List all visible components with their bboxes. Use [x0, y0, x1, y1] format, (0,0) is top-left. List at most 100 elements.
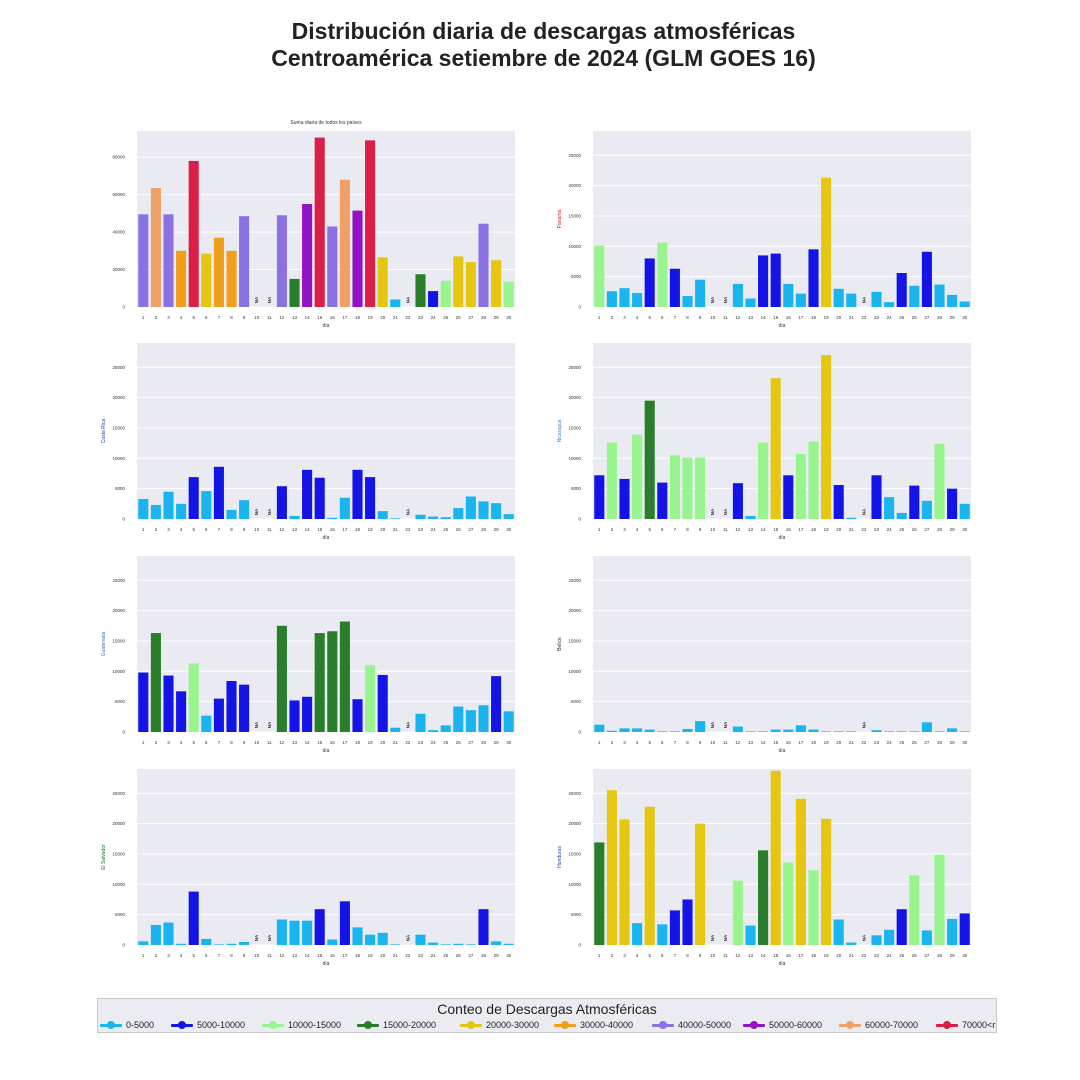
bar-day-15: [770, 253, 781, 307]
bar-day-8: [682, 899, 693, 945]
bar-day-4: [632, 923, 643, 945]
y-tick-label: 25000: [112, 791, 125, 796]
legend-item: 50000-60000: [743, 1019, 822, 1031]
x-tick-label: 1: [598, 953, 601, 958]
x-tick-label: 13: [748, 740, 754, 745]
bar-day-25: [440, 280, 451, 307]
legend-label: 0-5000: [126, 1020, 155, 1030]
na-label: NA: [861, 296, 866, 303]
na-label: NA: [254, 934, 259, 941]
bar-day-23: [415, 514, 426, 519]
x-tick-label: 24: [887, 740, 893, 745]
x-tick-label: 17: [342, 953, 348, 958]
na-label: NA: [861, 508, 866, 515]
x-tick-label: 9: [699, 315, 702, 320]
y-tick-label: 10000: [568, 669, 581, 674]
x-tick-label: 22: [861, 315, 867, 320]
y-axis-label: Nicaragua: [557, 419, 563, 442]
bar-day-23: [871, 730, 882, 732]
bar-day-8: [682, 728, 693, 732]
bar-day-27: [465, 944, 476, 945]
y-tick-label: 5000: [571, 274, 582, 279]
x-tick-label: 24: [887, 315, 893, 320]
x-tick-label: 10: [254, 315, 260, 320]
x-tick-label: 24: [887, 953, 893, 958]
y-tick-label: 25000: [568, 791, 581, 796]
bar-day-3: [163, 214, 174, 307]
bar-day-6: [201, 938, 212, 945]
x-tick-label: 16: [786, 527, 792, 532]
bar-day-12: [732, 483, 743, 519]
plot-background: [593, 769, 971, 945]
x-tick-label: 18: [355, 953, 361, 958]
x-tick-label: 29: [950, 315, 956, 320]
legend-swatch: [262, 1019, 284, 1031]
x-tick-label: 27: [924, 315, 930, 320]
x-tick-label: 9: [243, 527, 246, 532]
x-tick-label: 22: [861, 953, 867, 958]
bar-day-27: [465, 496, 476, 519]
x-tick-label: 4: [180, 953, 183, 958]
x-tick-label: 22: [861, 740, 867, 745]
x-tick-label: 20: [836, 315, 842, 320]
x-tick-label: 21: [393, 315, 399, 320]
x-tick-label: 10: [710, 740, 716, 745]
x-tick-label: 17: [798, 527, 804, 532]
y-tick-label: 15000: [112, 851, 125, 856]
y-tick-label: 15000: [568, 851, 581, 856]
x-tick-label: 17: [342, 315, 348, 320]
x-tick-label: 27: [468, 740, 474, 745]
x-tick-label: 14: [761, 953, 767, 958]
bar-day-19: [821, 731, 832, 732]
bar-day-15: [770, 378, 781, 519]
na-label: NA: [723, 296, 728, 303]
bar-day-8: [226, 681, 237, 732]
x-tick-label: 20: [380, 740, 386, 745]
bar-day-3: [619, 478, 630, 519]
y-tick-label: 5000: [115, 699, 126, 704]
x-tick-label: 19: [368, 740, 374, 745]
x-tick-label: 5: [192, 953, 195, 958]
x-tick-label: 19: [824, 740, 830, 745]
bar-day-1: [594, 842, 605, 945]
bar-day-4: [176, 250, 187, 307]
x-tick-label: 3: [167, 527, 170, 532]
x-tick-label: 17: [342, 527, 348, 532]
x-tick-label: 21: [849, 315, 855, 320]
x-tick-label: 7: [674, 527, 677, 532]
x-tick-label: 4: [636, 315, 639, 320]
bar-day-30: [503, 943, 514, 945]
bar-day-18: [808, 729, 819, 732]
bar-day-26: [909, 485, 920, 519]
x-tick-label: 1: [142, 953, 145, 958]
bar-day-2: [150, 924, 161, 945]
bar-day-5: [188, 477, 199, 519]
bar-day-14: [758, 731, 769, 732]
na-label: NA: [710, 508, 715, 515]
x-tick-label: 25: [443, 527, 449, 532]
x-tick-label: 26: [456, 953, 462, 958]
x-tick-label: 14: [305, 953, 311, 958]
bar-day-4: [632, 293, 643, 307]
bar-day-18: [808, 441, 819, 519]
bar-day-26: [453, 508, 464, 519]
x-tick-label: 2: [155, 527, 158, 532]
bar-day-17: [339, 179, 350, 307]
bar-day-20: [833, 731, 844, 732]
bar-day-12: [732, 880, 743, 945]
x-tick-label: 3: [167, 315, 170, 320]
na-label: NA: [405, 508, 410, 515]
x-tick-label: 10: [710, 953, 716, 958]
bar-day-27: [921, 500, 932, 519]
x-tick-label: 13: [748, 527, 754, 532]
bar-day-3: [619, 819, 630, 945]
y-tick-label: 10000: [112, 456, 125, 461]
x-tick-label: 4: [180, 527, 183, 532]
bar-day-9: [695, 823, 706, 945]
x-tick-label: 16: [786, 953, 792, 958]
na-label: NA: [267, 508, 272, 515]
bar-day-24: [884, 497, 895, 519]
bar-day-6: [201, 253, 212, 307]
x-tick-label: 7: [218, 740, 221, 745]
